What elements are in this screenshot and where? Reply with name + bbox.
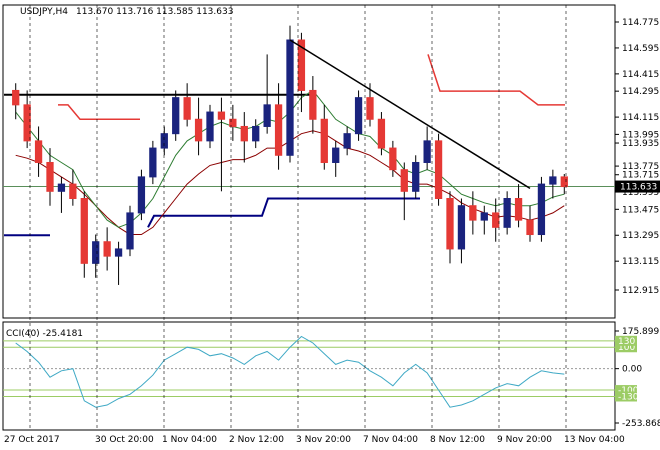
cci-level-tag xyxy=(615,391,637,402)
current-price-tag xyxy=(615,180,660,193)
price-panel: 114.775 114.595 114.415 114.295 114.115 113.9… xyxy=(2,4,660,319)
price-tick-label: 114.775 xyxy=(622,18,659,28)
current-price-label: 113.633 xyxy=(620,183,657,193)
candle-bull xyxy=(343,133,351,149)
candle-bear xyxy=(103,241,111,257)
candle-bull xyxy=(206,111,214,142)
date-tick-label: 27 Oct 2017 xyxy=(4,435,60,445)
candle-bear xyxy=(34,140,43,163)
candle-bear xyxy=(377,118,386,149)
price-tick-label: 113.115 xyxy=(622,257,659,267)
candle-bear xyxy=(366,97,374,120)
cci-tick-label: 175.899 xyxy=(622,327,659,337)
date-tick-label: 2 Nov 12:00 xyxy=(229,435,284,445)
date-tick-label: 1 Nov 04:00 xyxy=(162,435,217,445)
cci-level-label: -130 xyxy=(618,392,639,402)
price-tick-label: 113.715 xyxy=(622,171,659,181)
candle-bear xyxy=(69,183,77,200)
candle-bear xyxy=(46,161,54,192)
price-tick-label: 113.295 xyxy=(622,231,659,241)
candle-bull xyxy=(537,183,546,236)
candle-bear xyxy=(274,104,283,156)
candle-bull xyxy=(412,161,420,192)
candle-bull xyxy=(137,176,146,214)
cci-line xyxy=(15,335,565,408)
symbol-info: USDJPY,H4 xyxy=(20,7,68,17)
candle-bull xyxy=(252,125,260,142)
cci-level-label: -100 xyxy=(618,386,639,396)
candle-bear xyxy=(514,198,523,221)
candle-bear xyxy=(320,118,328,163)
candle-bull xyxy=(457,205,466,250)
candle-bear xyxy=(217,111,226,120)
support-line xyxy=(147,197,420,228)
cci-tick-label: 0.00 xyxy=(622,365,642,375)
candle-bull xyxy=(263,104,271,127)
candle-bear xyxy=(400,169,408,192)
candle-bull xyxy=(503,198,511,228)
candle-bear xyxy=(23,104,31,142)
cci-level-label: 100 xyxy=(618,343,635,353)
price-tick-label: 113.995 xyxy=(622,130,659,140)
cci-info: CCI(40) -25.4181 xyxy=(6,329,83,339)
cci-level-tag xyxy=(615,385,637,396)
price-tick-label: 113.475 xyxy=(622,205,659,215)
candle-bull xyxy=(92,241,100,264)
candle-bear xyxy=(229,118,237,127)
candle-bear xyxy=(183,97,191,120)
stop-line xyxy=(58,104,140,121)
candle-bear xyxy=(434,140,443,200)
candle-bear xyxy=(526,219,534,236)
candle-bear xyxy=(560,176,568,188)
date-tick-label: 3 Nov 20:00 xyxy=(296,435,351,445)
candle-bull xyxy=(57,183,66,192)
candle-bull xyxy=(126,212,134,250)
candle-bear xyxy=(12,89,20,106)
date-tick-label: 8 Nov 12:00 xyxy=(430,435,485,445)
candle-bear xyxy=(80,198,88,264)
date-tick-label: 7 Nov 04:00 xyxy=(363,435,418,445)
cci-frame xyxy=(2,321,616,431)
price-tick-label: 114.295 xyxy=(622,87,659,97)
price-tick-label: 114.415 xyxy=(622,70,659,80)
candle-bull xyxy=(549,176,557,185)
candle-bear xyxy=(446,198,454,250)
cci-tick-label: -253.8685 xyxy=(622,419,660,429)
date-tick-label: 9 Nov 20:00 xyxy=(497,435,552,445)
candle-bear xyxy=(240,125,248,142)
date-tick-label: 30 Oct 20:00 xyxy=(95,435,154,445)
time-axis: 27 Oct 2017 30 Oct 20:00 1 Nov 04:00 2 Nov … xyxy=(4,5,625,445)
cci-level-tag xyxy=(615,335,637,346)
price-tick-label: 114.595 xyxy=(622,44,659,54)
candle-bull xyxy=(354,97,363,135)
price-tick-label: 113.595 xyxy=(622,188,659,198)
candle-bull xyxy=(114,248,123,257)
candle-bull xyxy=(332,147,340,163)
candle-bull xyxy=(149,147,157,178)
date-tick-label: 13 Nov 04:00 xyxy=(564,435,625,445)
candle-bull xyxy=(423,140,431,163)
candle-bear xyxy=(469,205,477,221)
stop-line xyxy=(427,54,565,106)
candle-bull xyxy=(172,97,180,135)
candle-bear xyxy=(194,118,203,142)
candle-bear xyxy=(492,212,500,228)
price-tick-label: 113.775 xyxy=(622,162,659,172)
price-tick-label: 113.935 xyxy=(622,139,659,149)
candle-bull xyxy=(286,39,294,156)
price-tick-label: 112.915 xyxy=(622,286,659,296)
ohlc-info: 113.670 113.716 113.585 113.633 xyxy=(76,7,233,17)
cci-level-label: 130 xyxy=(618,337,635,347)
candle-bear xyxy=(389,147,397,171)
candle-bear xyxy=(309,89,317,120)
cci-level-tag xyxy=(615,342,637,353)
candle-bull xyxy=(480,212,488,221)
price-frame xyxy=(2,4,616,319)
price-tick-label: 114.115 xyxy=(622,113,659,123)
trendline xyxy=(289,39,531,190)
